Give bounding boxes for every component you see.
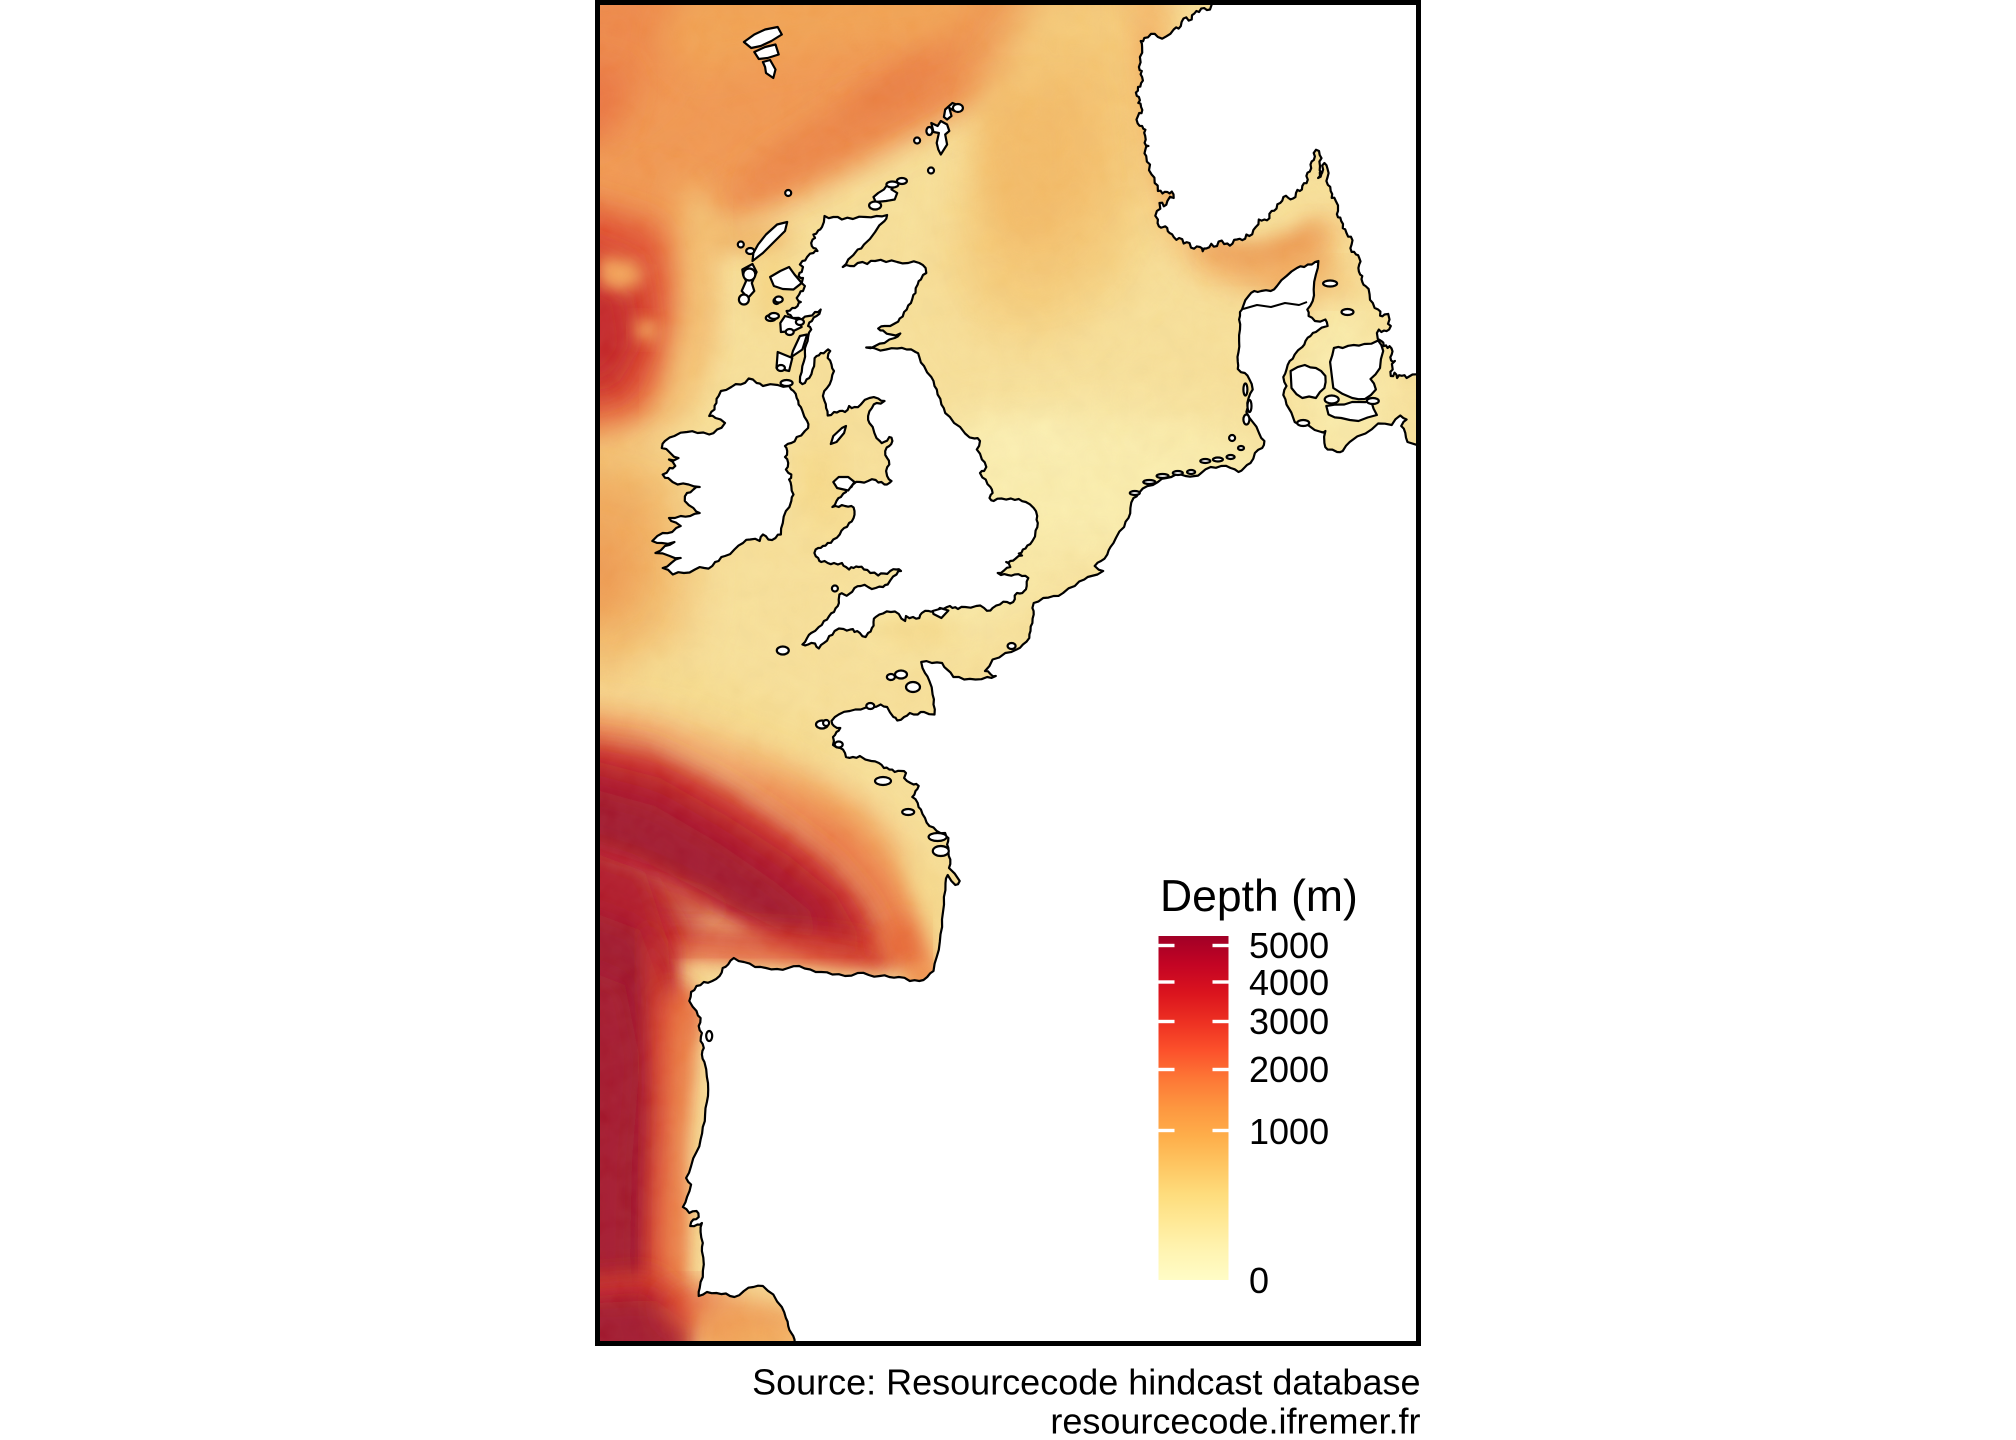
svg-text:Depth (m): Depth (m) — [1160, 872, 1358, 921]
svg-text:Source: Resourcecode hindcast: Source: Resourcecode hindcast database — [752, 1362, 1420, 1403]
svg-text:resourcecode.ifremer.fr: resourcecode.ifremer.fr — [1050, 1401, 1420, 1440]
svg-text:3000: 3000 — [1249, 1001, 1329, 1042]
svg-text:2000: 2000 — [1249, 1049, 1329, 1090]
svg-text:1000: 1000 — [1249, 1111, 1329, 1152]
svg-text:4000: 4000 — [1249, 962, 1329, 1003]
svg-text:0: 0 — [1249, 1260, 1269, 1301]
svg-text:5000: 5000 — [1249, 925, 1329, 966]
